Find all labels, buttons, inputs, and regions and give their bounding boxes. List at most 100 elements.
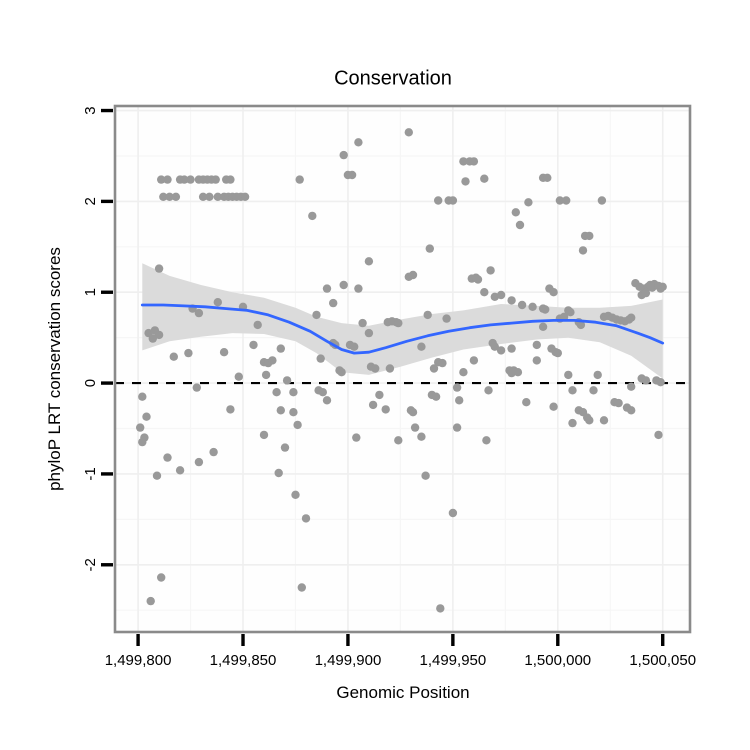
scatter-point — [240, 192, 250, 201]
scatter-point — [209, 447, 218, 457]
scatter-point — [484, 386, 493, 395]
scatter-point — [641, 288, 651, 298]
scatter-point — [589, 386, 598, 395]
scatter-point — [329, 298, 338, 308]
scatter-point — [169, 352, 178, 361]
scatter-point — [490, 342, 499, 351]
scatter-point — [417, 342, 426, 351]
scatter-point — [627, 382, 636, 391]
scatter-point — [408, 408, 418, 417]
scatter-point — [480, 288, 489, 297]
scatter-point — [301, 514, 311, 523]
y-tick-label: 0 — [82, 379, 99, 387]
scatter-point — [566, 308, 575, 317]
scatter-point — [473, 275, 483, 284]
scatter-point — [163, 175, 172, 184]
scatter-point — [261, 370, 271, 380]
scatter-point — [658, 282, 667, 291]
scatter-point — [385, 364, 395, 373]
scatter-point — [532, 340, 541, 350]
scatter-point — [354, 284, 363, 293]
scatter-point — [541, 305, 550, 314]
scatter-point — [515, 220, 525, 230]
scatter-point — [339, 280, 348, 290]
scatter-point — [347, 170, 357, 180]
scatter-point — [295, 175, 304, 184]
scatter-point — [641, 376, 651, 385]
scatter-point — [559, 312, 569, 321]
scatter-point — [350, 342, 359, 351]
x-tick-label: 1,499,900 — [315, 652, 382, 669]
scatter-point — [291, 490, 300, 499]
scatter-point — [276, 344, 285, 353]
scatter-point — [186, 175, 195, 184]
scatter-point — [371, 364, 380, 373]
y-tick-label: -2 — [82, 558, 99, 571]
y-tick-label: 1 — [82, 288, 99, 296]
scatter-point — [524, 198, 533, 207]
scatter-point — [461, 177, 470, 186]
scatter-point — [213, 298, 222, 307]
x-tick-label: 1,500,050 — [629, 652, 696, 669]
scatter-point — [171, 192, 181, 201]
scatter-point — [429, 364, 439, 373]
scatter-point — [293, 420, 302, 430]
scatter-point — [226, 175, 235, 184]
scatter-point — [138, 392, 147, 401]
panel-border — [113, 104, 692, 634]
scatter-point — [352, 433, 361, 442]
scatter-point — [280, 443, 290, 452]
scatter-point — [368, 400, 378, 410]
scatter-point — [496, 346, 506, 355]
scatter-point — [205, 192, 214, 201]
scatter-point — [154, 330, 164, 340]
scatter-point — [482, 436, 491, 445]
scatter-point — [496, 290, 506, 300]
scatter-point — [423, 310, 432, 320]
scatter-point — [568, 386, 577, 395]
scatter-point — [568, 418, 577, 428]
scatter-point — [354, 138, 363, 147]
scatter-point — [555, 196, 565, 205]
scatter-point — [282, 376, 292, 385]
scatter-point — [404, 128, 413, 137]
scatter-point — [259, 430, 269, 440]
y-tick-label: 2 — [82, 197, 99, 205]
x-axis-title: Genomic Position — [336, 683, 470, 702]
scatter-point — [219, 348, 229, 357]
scatter-point — [455, 396, 464, 405]
scatter-point — [436, 604, 445, 613]
scatter-point — [490, 292, 499, 301]
scatter-point — [165, 192, 174, 201]
scatter-point — [136, 423, 145, 432]
scatter-point — [528, 302, 537, 311]
y-axis: 3 2 1 0 -1 -2 — [82, 106, 113, 571]
scatter-point — [585, 416, 594, 425]
scatter-point — [289, 388, 298, 397]
scatter-point — [154, 264, 164, 273]
scatter-point — [180, 175, 189, 184]
scatter-point — [578, 246, 588, 255]
scatter-point — [517, 300, 527, 310]
scatter-point — [593, 370, 602, 380]
scatter-point — [163, 453, 172, 462]
scatter-point — [421, 471, 430, 480]
scatter-point — [425, 244, 434, 253]
scatter-point — [513, 368, 523, 377]
scatter-point — [469, 356, 479, 365]
scatter-point — [585, 231, 594, 241]
scatter-point — [234, 372, 243, 381]
scatter-point — [394, 318, 403, 328]
scatter-point — [599, 416, 609, 425]
scatter-point — [142, 412, 151, 421]
scatter-points — [136, 128, 667, 613]
x-tick-label: 1,499,950 — [419, 652, 486, 669]
scatter-point — [276, 406, 285, 415]
scatter-point — [253, 320, 262, 330]
scatter-point — [194, 308, 204, 318]
scatter-point — [274, 468, 283, 478]
scatter-point — [459, 368, 468, 377]
scatter-point — [337, 368, 346, 377]
